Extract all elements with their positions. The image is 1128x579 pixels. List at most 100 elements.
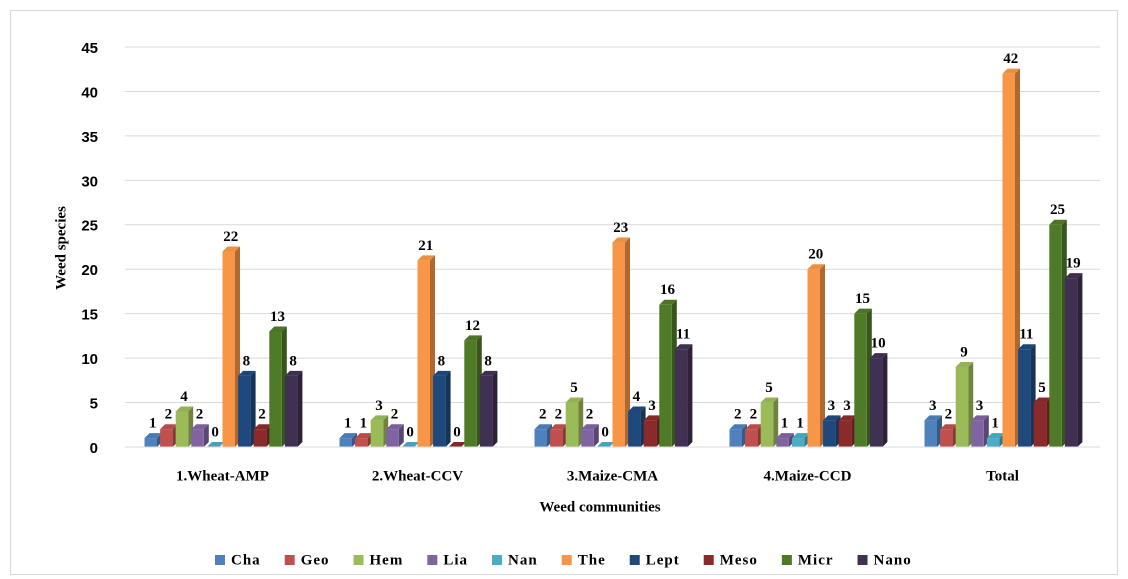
bar-top: [823, 415, 841, 421]
data-label: 2: [734, 407, 742, 423]
bar: [1018, 349, 1031, 447]
bar: [940, 429, 953, 447]
data-label: 4: [633, 389, 641, 405]
bar-top: [448, 442, 467, 447]
bar-top: [253, 424, 272, 430]
bar: [1049, 224, 1062, 447]
bar-top: [160, 424, 178, 430]
legend-swatch: [492, 555, 503, 565]
bar: [791, 438, 805, 447]
data-label: 3: [375, 398, 383, 414]
legend-label: Nan: [508, 552, 538, 568]
legend-swatch: [629, 555, 640, 565]
bar-top: [370, 415, 389, 421]
bar: [339, 438, 352, 447]
bar: [838, 420, 852, 447]
data-label: 2: [750, 407, 758, 423]
bar: [745, 429, 758, 447]
data-label: 11: [1019, 327, 1033, 343]
bar: [612, 242, 625, 447]
bar-side: [625, 237, 630, 447]
bar: [222, 251, 235, 447]
bar-top: [1018, 344, 1036, 350]
bar-top: [479, 370, 498, 376]
bar: [238, 375, 251, 447]
data-label: 1: [360, 416, 368, 432]
bar: [355, 438, 368, 447]
bar: [776, 438, 789, 447]
bar-top: [612, 237, 630, 243]
chart-frame: [10, 10, 1118, 575]
y-axis-title: Weed species: [53, 206, 69, 290]
bar-top: [464, 335, 482, 341]
bar-top: [144, 433, 162, 439]
data-label: 8: [289, 353, 297, 369]
y-tick-label: 5: [90, 396, 98, 413]
bar: [823, 420, 836, 447]
legend-swatch: [857, 555, 868, 565]
bar: [565, 402, 579, 447]
bar-top: [238, 370, 256, 376]
bar-top: [986, 433, 1005, 439]
bar-top: [628, 406, 646, 412]
bar: [971, 420, 984, 447]
data-label: 19: [1066, 256, 1081, 272]
data-label: 2: [586, 407, 594, 423]
data-label: 1: [149, 416, 157, 432]
bar-top: [339, 433, 357, 439]
legend-label: Nano: [874, 552, 912, 568]
bar: [628, 411, 641, 447]
legend-swatch: [427, 555, 438, 565]
y-tick-label: 40: [81, 84, 98, 101]
data-label: 10: [871, 336, 886, 352]
y-tick-label: 30: [81, 173, 98, 190]
y-tick-label: 0: [90, 440, 98, 457]
bar: [433, 375, 446, 447]
bar-side: [788, 433, 794, 447]
legend-label: Meso: [720, 552, 758, 568]
bar-top: [760, 397, 779, 403]
legend-label: Lept: [646, 552, 680, 568]
data-label: 3: [843, 398, 851, 414]
data-label: 0: [601, 424, 609, 440]
bar-side: [297, 370, 303, 447]
bar: [464, 340, 477, 447]
bar-side: [352, 433, 357, 447]
data-label: 2: [391, 407, 399, 423]
data-label: 8: [243, 353, 251, 369]
bar-top: [807, 264, 825, 270]
legend-swatch: [781, 555, 792, 565]
bar-top: [854, 308, 872, 314]
data-label: 15: [855, 291, 870, 307]
bar: [269, 331, 282, 447]
bar-top: [269, 326, 287, 332]
x-tick-label: 4.Maize-CCD: [764, 468, 852, 484]
bar: [370, 420, 384, 447]
y-tick-label: 15: [81, 307, 98, 324]
data-label: 3: [828, 398, 836, 414]
bar-top: [955, 362, 974, 367]
bar: [284, 375, 298, 447]
bar: [729, 429, 742, 447]
bar: [924, 420, 937, 447]
bar-top: [284, 370, 303, 376]
bar-top: [1064, 273, 1083, 279]
bar-top: [1002, 68, 1020, 74]
bar-side: [203, 424, 209, 447]
legend-swatch: [284, 555, 295, 565]
legend-label: Lia: [443, 552, 468, 568]
data-label: 2: [945, 407, 953, 423]
data-label: 2: [196, 407, 204, 423]
data-label: 12: [465, 318, 480, 334]
data-label: 1: [991, 416, 999, 432]
bar-side: [882, 353, 888, 447]
legend-label: Cha: [231, 552, 261, 568]
bar-top: [417, 255, 435, 261]
bar-top: [206, 442, 225, 447]
data-label: 0: [406, 424, 414, 440]
bar-top: [869, 353, 888, 359]
bar-side: [773, 397, 779, 447]
legend-swatch: [703, 555, 714, 565]
bar-top: [674, 344, 693, 350]
bar-top: [729, 424, 747, 430]
